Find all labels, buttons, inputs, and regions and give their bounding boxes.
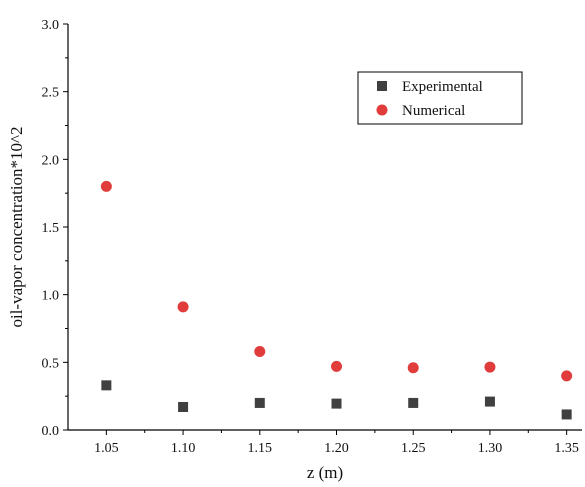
numerical-point	[484, 361, 496, 373]
x-tick-label: 1.35	[554, 441, 579, 456]
legend-box	[357, 71, 523, 125]
y-tick-label: 2.0	[42, 153, 60, 168]
y-tick-label: 2.5	[42, 86, 60, 101]
legend-square-marker	[377, 81, 387, 91]
y-tick-label: 3.0	[42, 18, 60, 33]
y-tick-label: 0.5	[42, 356, 60, 371]
numerical-point	[407, 362, 419, 374]
y-tick-label: 1.0	[42, 289, 60, 304]
legend-label: Numerical	[402, 103, 465, 119]
experimental-point	[331, 398, 342, 409]
y-tick-label: 0.0	[42, 424, 60, 439]
legend: Experimental Numerical	[357, 71, 523, 125]
experimental-point	[178, 401, 189, 412]
numerical-point	[561, 370, 573, 382]
experimental-point	[254, 397, 265, 408]
numerical-point	[100, 180, 112, 192]
data-points	[100, 180, 573, 420]
legend-circle-marker	[376, 104, 388, 116]
x-axis-label: z (m)	[307, 463, 343, 482]
x-tick-label: 1.20	[324, 441, 349, 456]
x-tick-label: 1.05	[94, 441, 119, 456]
numerical-point	[254, 346, 266, 358]
y-axis-label: oil-vapor concentration*10^2	[7, 126, 26, 327]
experimental-point	[484, 396, 495, 407]
numerical-point	[331, 360, 343, 372]
experimental-point	[101, 380, 112, 391]
ticks: 0.0 0.5 1.0 1.5 2.0 2.5 3.0 1.05 1.10 1.15 1.20 1.2…	[42, 18, 579, 456]
x-tick-label: 1.25	[401, 441, 426, 456]
y-tick-label: 1.5	[42, 221, 60, 236]
x-tick-label: 1.30	[478, 441, 503, 456]
experimental-point	[561, 409, 572, 420]
numerical-point	[177, 301, 189, 313]
legend-label: Experimental	[402, 79, 483, 95]
x-tick-label: 1.10	[171, 441, 196, 456]
experimental-point	[408, 397, 419, 408]
x-tick-label: 1.15	[248, 441, 273, 456]
